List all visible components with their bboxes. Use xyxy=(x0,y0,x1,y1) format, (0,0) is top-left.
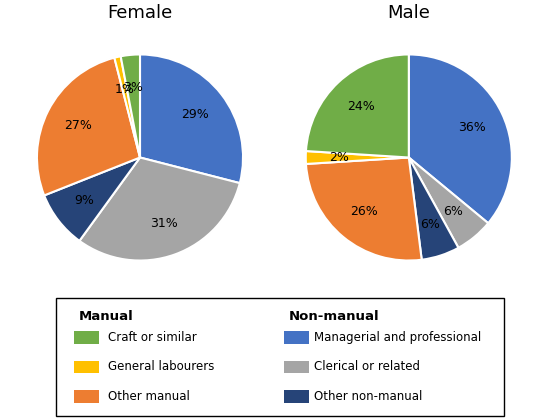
FancyBboxPatch shape xyxy=(74,331,99,344)
FancyBboxPatch shape xyxy=(284,331,309,344)
Text: 3%: 3% xyxy=(123,81,143,94)
Text: 31%: 31% xyxy=(150,217,178,230)
Wedge shape xyxy=(409,158,488,248)
Text: 1%: 1% xyxy=(115,83,134,96)
Text: General labourers: General labourers xyxy=(108,360,214,373)
Text: 36%: 36% xyxy=(458,121,486,134)
Text: 9%: 9% xyxy=(74,194,95,207)
Wedge shape xyxy=(121,55,140,158)
Text: 6%: 6% xyxy=(421,218,440,231)
FancyBboxPatch shape xyxy=(284,360,309,373)
Text: 2%: 2% xyxy=(329,151,349,164)
Wedge shape xyxy=(409,55,512,223)
Text: 6%: 6% xyxy=(444,205,464,218)
FancyBboxPatch shape xyxy=(284,390,309,403)
Title: Female: Female xyxy=(108,4,172,21)
Text: Craft or similar: Craft or similar xyxy=(108,331,196,344)
Wedge shape xyxy=(306,151,409,164)
Text: Non-manual: Non-manual xyxy=(289,310,380,323)
Wedge shape xyxy=(409,158,459,260)
Text: Manual: Manual xyxy=(78,310,133,323)
Wedge shape xyxy=(114,56,140,158)
Wedge shape xyxy=(140,55,243,183)
Text: Other manual: Other manual xyxy=(108,390,189,403)
Wedge shape xyxy=(37,58,140,195)
Text: 29%: 29% xyxy=(181,108,209,121)
Title: Male: Male xyxy=(388,4,430,21)
Text: Managerial and professional: Managerial and professional xyxy=(315,331,482,344)
Text: Clerical or related: Clerical or related xyxy=(315,360,421,373)
FancyBboxPatch shape xyxy=(74,360,99,373)
Wedge shape xyxy=(306,158,422,260)
Text: 24%: 24% xyxy=(347,100,375,113)
Wedge shape xyxy=(80,158,240,260)
Wedge shape xyxy=(306,55,409,158)
Text: 26%: 26% xyxy=(350,205,378,218)
Text: 27%: 27% xyxy=(64,119,91,132)
FancyBboxPatch shape xyxy=(74,390,99,403)
FancyBboxPatch shape xyxy=(56,298,504,416)
Wedge shape xyxy=(44,158,140,241)
Text: Other non-manual: Other non-manual xyxy=(315,390,423,403)
